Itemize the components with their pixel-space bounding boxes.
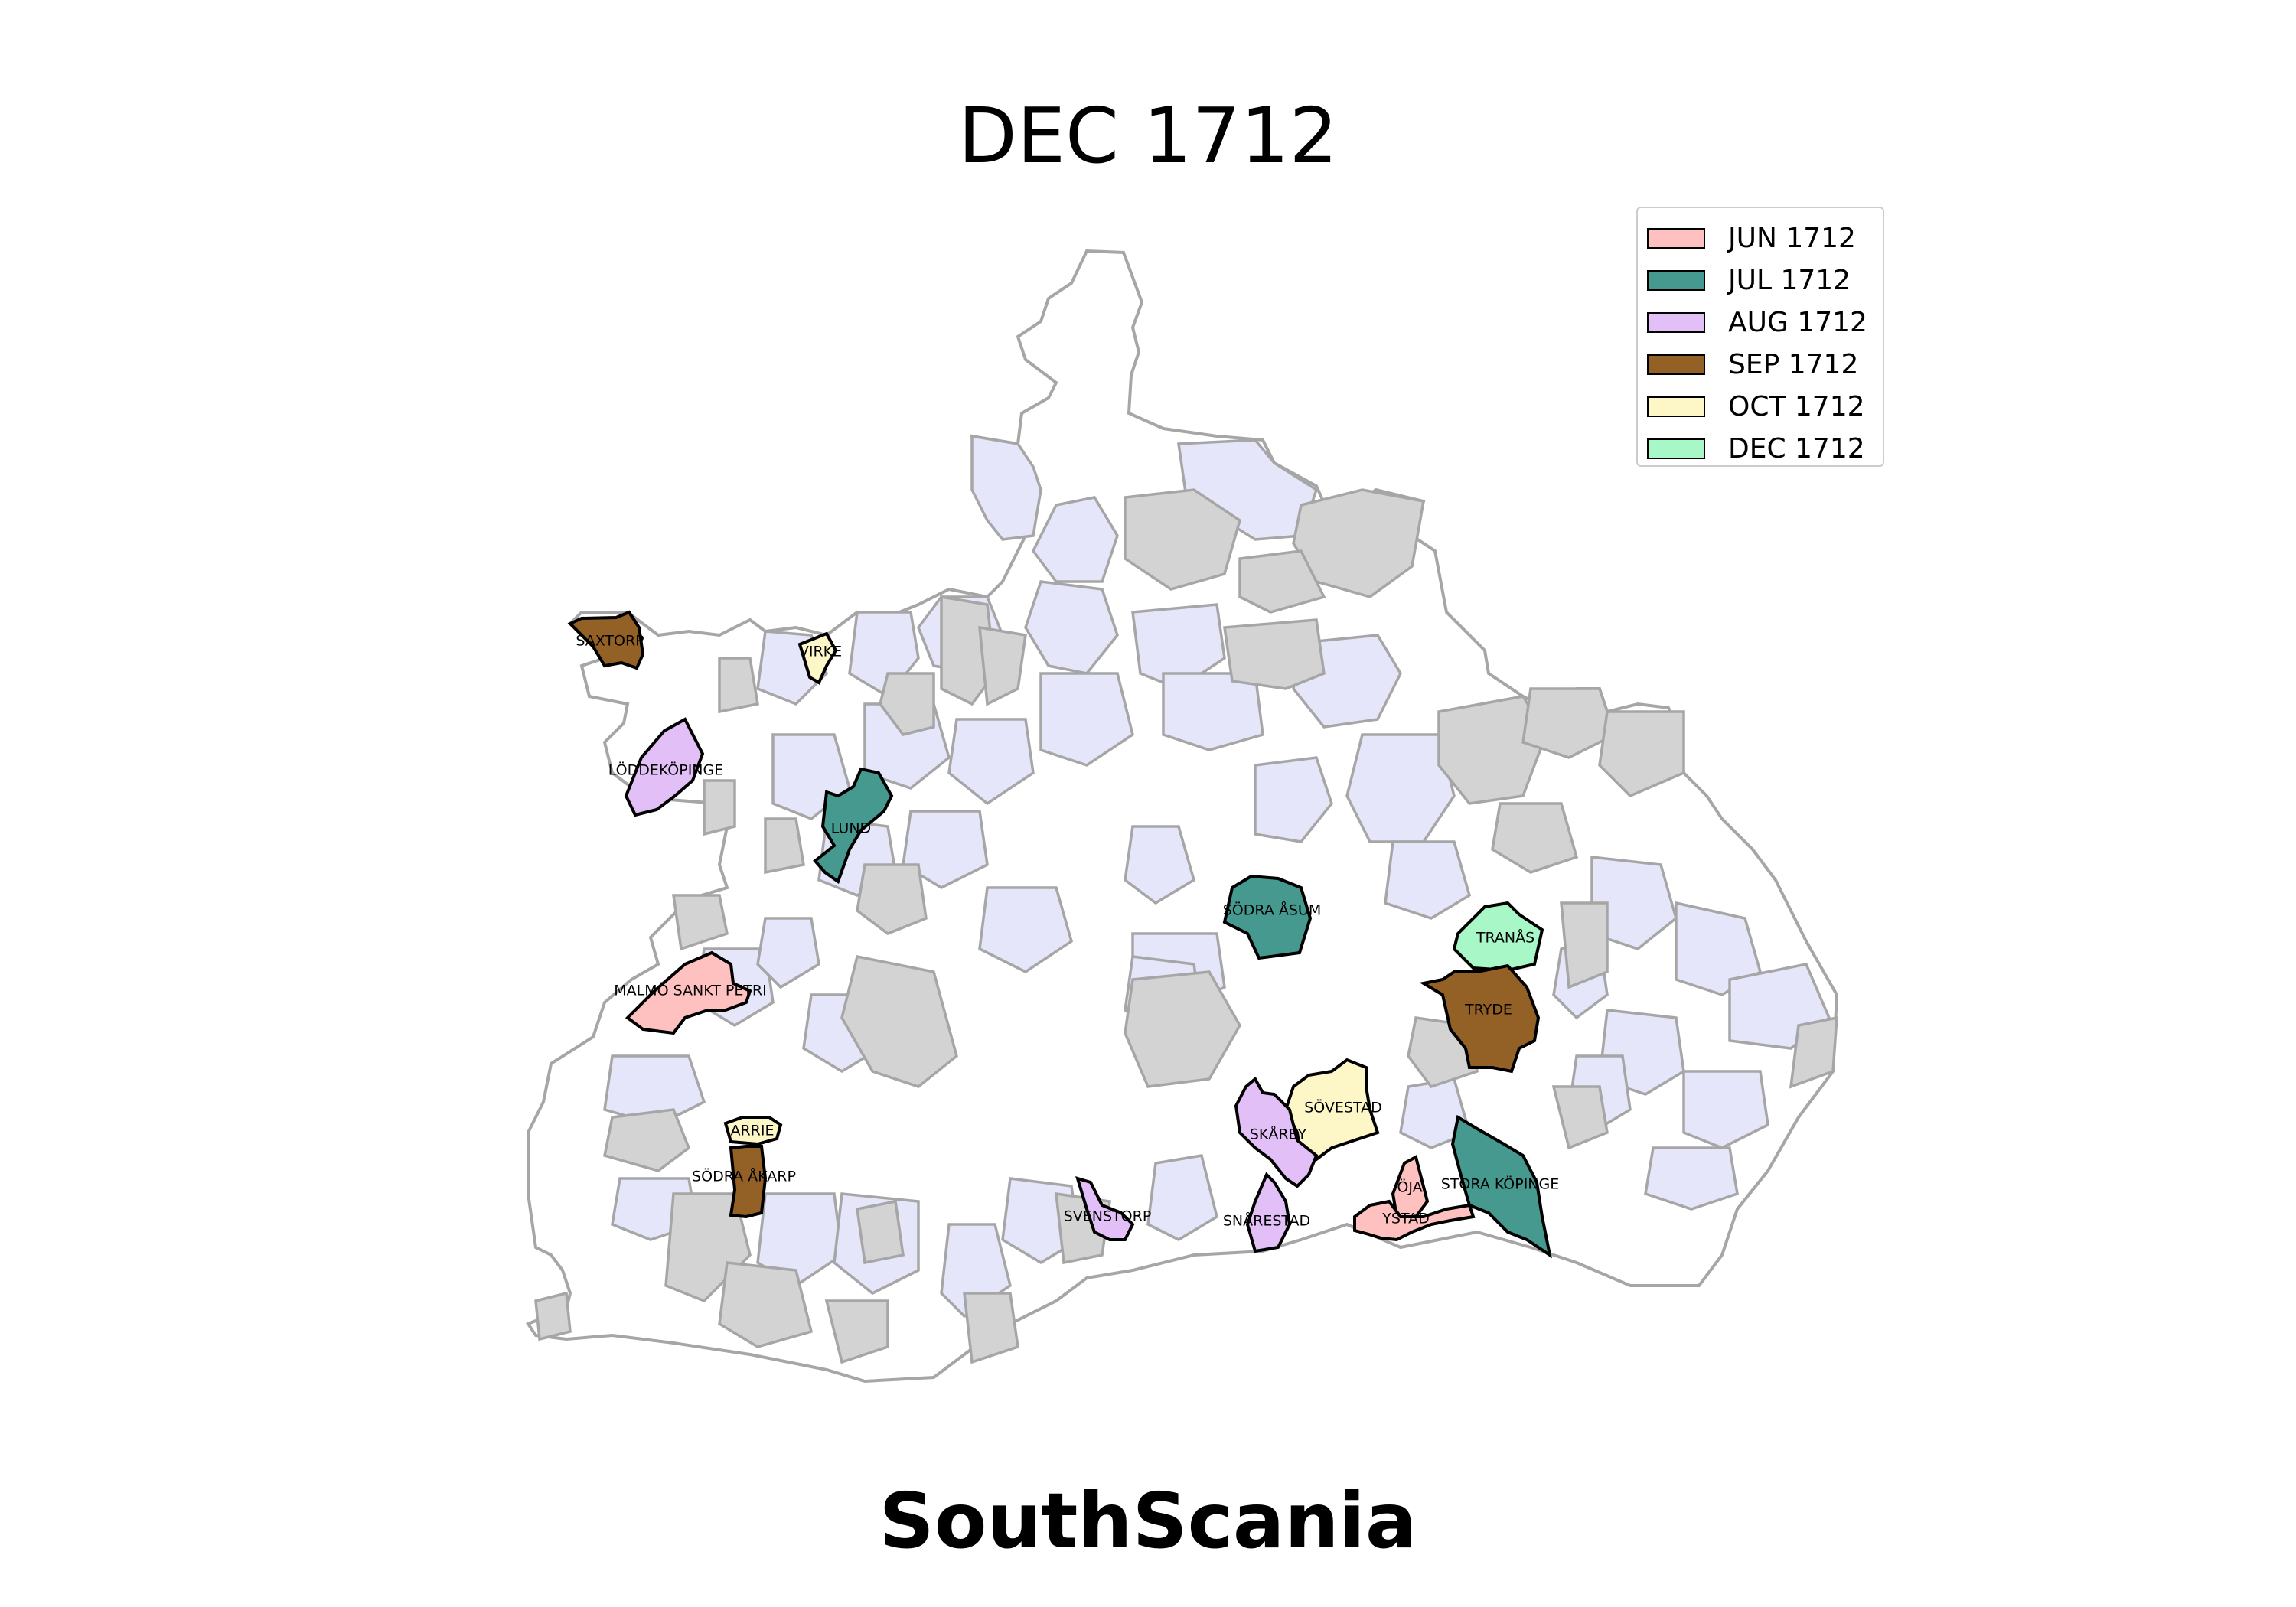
parish-stora-kopinge[interactable] — [1450, 1114, 1552, 1259]
legend-label: JUN 1712 — [1728, 223, 1856, 254]
parish-label: SÖDRA ÅSUM — [1223, 901, 1321, 919]
legend-item: JUN 1712 — [1638, 217, 1883, 259]
parish-tryde[interactable] — [1419, 963, 1541, 1074]
parish-svenstorp[interactable] — [1075, 1176, 1135, 1241]
parish-saxtorp[interactable] — [567, 610, 645, 670]
legend-label: SEP 1712 — [1728, 349, 1859, 380]
parish-arrie[interactable] — [723, 1116, 783, 1146]
parish-sodra-asum[interactable] — [1222, 874, 1313, 960]
parish-skarby[interactable] — [1234, 1076, 1319, 1188]
legend-item: OCT 1712 — [1638, 386, 1883, 428]
legend-label: AUG 1712 — [1728, 307, 1867, 338]
parish-sodra-akarp[interactable] — [729, 1145, 768, 1219]
legend-item: AUG 1712 — [1638, 302, 1883, 344]
parish-labels: SAXTORP VIRKE LÖDDEKÖPINGE LUND SÖDRA ÅS… — [576, 633, 1559, 1230]
parish-label: SNÅRESTAD — [1223, 1212, 1310, 1230]
parish-label: SÖDRA ÅKARP — [692, 1168, 796, 1185]
parish-label: MALMÖ SANKT PETRI — [614, 982, 767, 999]
parish-label: SÖVESTAD — [1304, 1099, 1382, 1116]
region-name: SouthScania — [879, 1476, 1417, 1566]
legend-item: SEP 1712 — [1638, 344, 1883, 386]
legend-swatch — [1647, 396, 1705, 417]
parish-label: SVENSTORP — [1064, 1208, 1152, 1225]
legend-label: JUL 1712 — [1728, 265, 1851, 296]
parish-tranas[interactable] — [1452, 901, 1544, 973]
parish-label: STORA KÖPINGE — [1441, 1175, 1559, 1193]
legend-swatch — [1647, 270, 1705, 291]
parish-label: TRANÅS — [1476, 929, 1534, 947]
parish-label: YSTAD — [1381, 1211, 1429, 1227]
parish-label: ÖJA — [1397, 1178, 1422, 1196]
parish-label: ARRIE — [730, 1123, 774, 1139]
legend-swatch — [1647, 354, 1705, 375]
parish-label: TRYDE — [1464, 1002, 1512, 1019]
parish-loddekopinge[interactable] — [624, 717, 705, 817]
parish-label: LUND — [831, 820, 871, 837]
parish-label: LÖDDEKÖPINGE — [608, 761, 724, 779]
parish-lund[interactable] — [813, 767, 894, 885]
parish-malmo-sankt-petri[interactable] — [625, 950, 752, 1035]
parish-label: VIRKE — [799, 644, 842, 660]
parish-label: SKÅRBY — [1250, 1126, 1307, 1143]
parish-virke[interactable] — [797, 631, 838, 685]
legend-swatch — [1647, 228, 1705, 249]
grey-parishes — [534, 488, 1838, 1364]
legend-swatch — [1647, 438, 1705, 459]
legend-label: DEC 1712 — [1728, 433, 1865, 464]
parish-label: SAXTORP — [576, 633, 644, 650]
highlighted-parishes — [567, 610, 1552, 1259]
map-title: DEC 1712 — [957, 91, 1339, 181]
legend-label: OCT 1712 — [1728, 391, 1865, 422]
legend-swatch — [1647, 312, 1705, 333]
legend-item: DEC 1712 — [1638, 428, 1883, 470]
legend-item: JUL 1712 — [1638, 259, 1883, 302]
parish-snarestad[interactable] — [1245, 1172, 1292, 1253]
parish-ystad[interactable] — [1353, 1199, 1476, 1242]
legend: JUN 1712 JUL 1712 AUG 1712 SEP 1712 OCT … — [1636, 207, 1884, 467]
